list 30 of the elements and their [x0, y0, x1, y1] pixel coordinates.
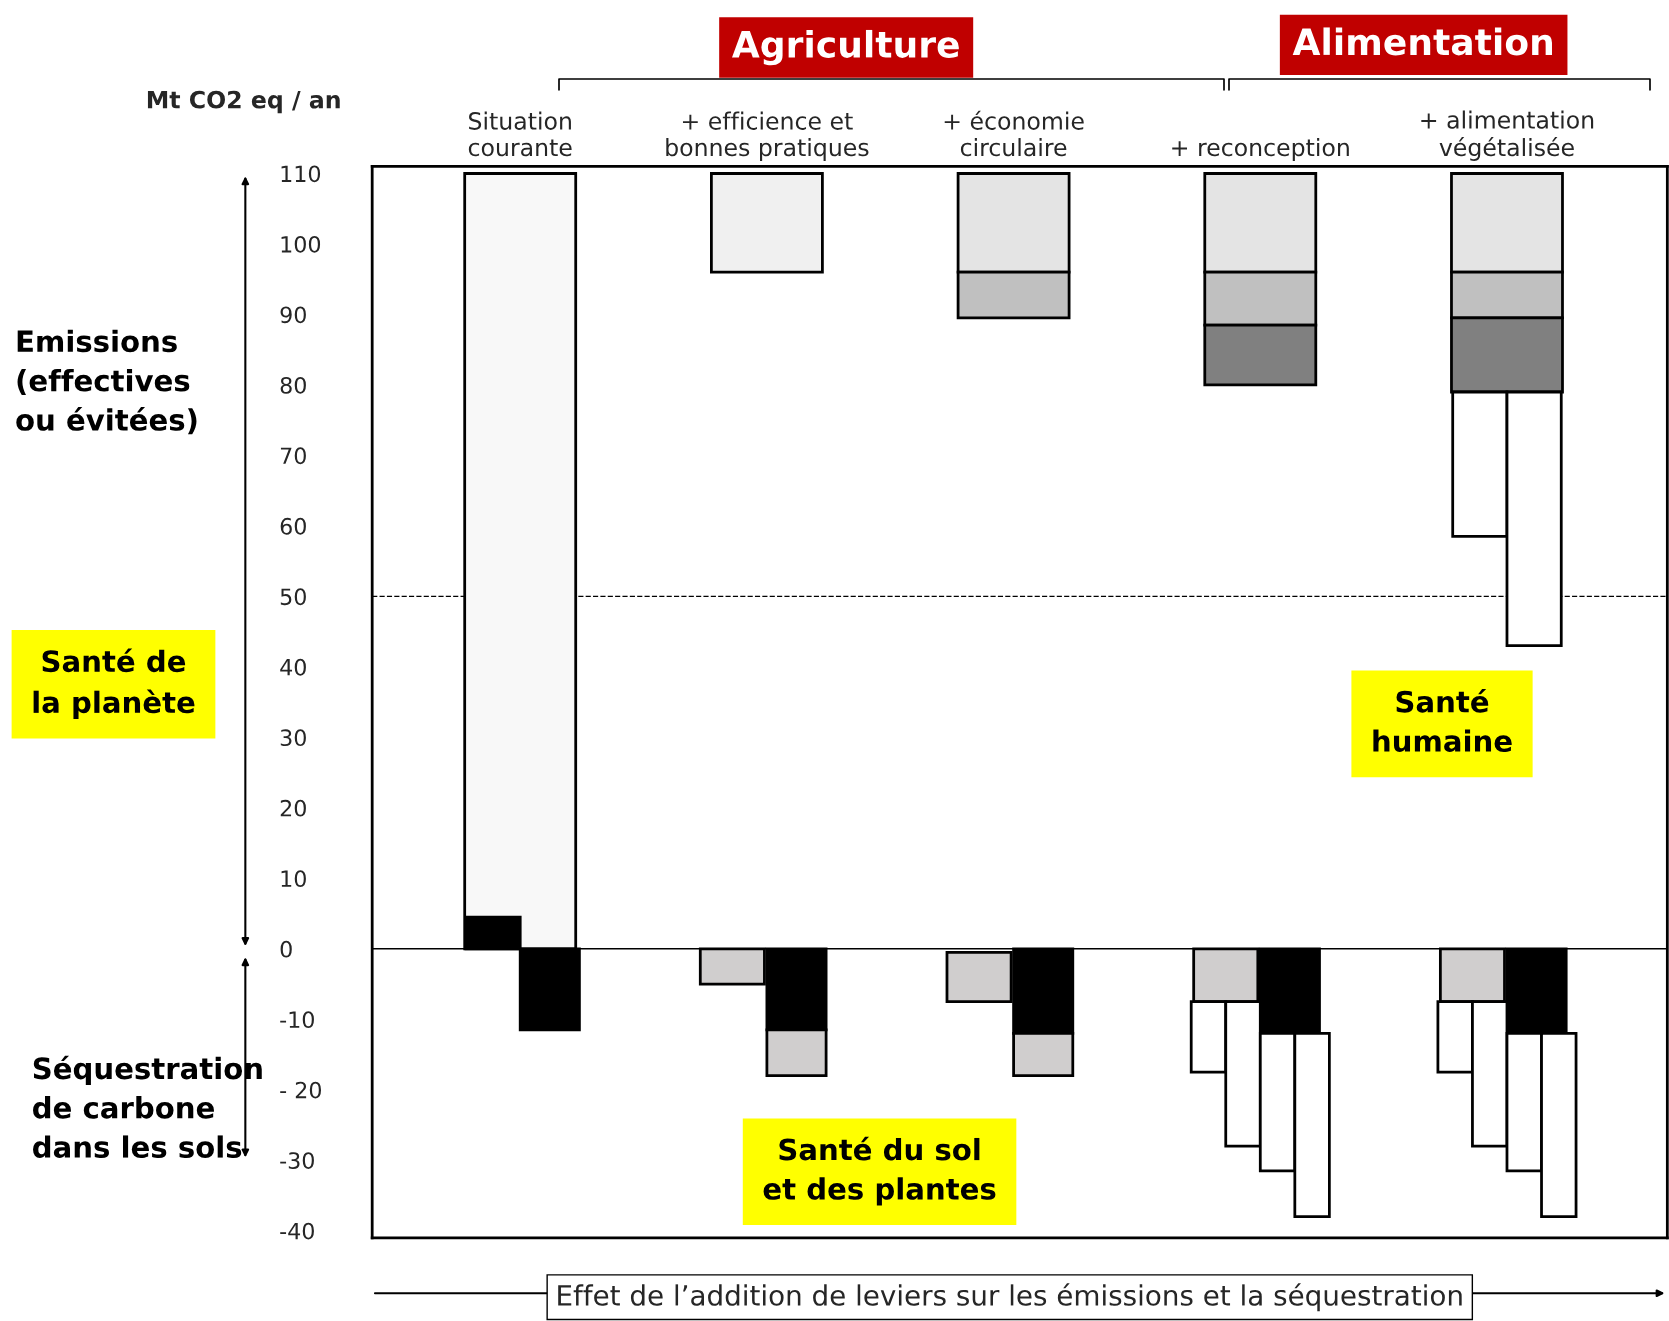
- y-tick-label: 100: [281, 235, 321, 253]
- annotation: Santé du sol et des plantes: [763, 1136, 996, 1206]
- y-tick-label: 90: [280, 306, 306, 324]
- y-axis-title: Mt CO2 eq / an: [147, 90, 340, 114]
- y-tick-label: 80: [280, 376, 306, 394]
- y-tick-label: -40: [280, 1222, 314, 1240]
- y-tick-label: 70: [280, 447, 306, 465]
- y-tick-label: - 20: [280, 1081, 322, 1099]
- y-tick-label: 10: [281, 870, 306, 888]
- text: Santé de la planète: [33, 648, 195, 719]
- y-tick-label: 20: [280, 799, 306, 817]
- y-tick-label: 0: [280, 940, 292, 958]
- y-tick-label: 30: [280, 729, 306, 747]
- y-tick-label: -10: [280, 1011, 314, 1029]
- text: Agriculture: [731, 29, 959, 66]
- y-tick-label: 50: [280, 588, 306, 606]
- annotation: Santé humaine: [1373, 688, 1512, 753]
- y-tick-label: 110: [281, 165, 321, 183]
- x-axis-title: Effet de l’addition de leviers sur les émissions et la séquestration: [558, 1283, 1462, 1312]
- x-tick-label: + économie circulaire: [944, 110, 1084, 157]
- x-tick-label: + reconception: [1172, 138, 1349, 161]
- text: Alimentation: [1292, 27, 1552, 56]
- y-tick-label: 40: [280, 658, 306, 676]
- y-tick-label: 60: [280, 517, 306, 535]
- x-tick-label: + efficience et bonnes pratiques: [666, 111, 869, 161]
- y-tick-label: -30: [280, 1152, 314, 1170]
- x-tick-label: Situation courante: [468, 111, 572, 157]
- bar: [710, 172, 824, 274]
- x-tick-label: + alimentation végétalisée: [1421, 110, 1594, 161]
- text: Emissions (effectives ou évitées): [16, 329, 197, 435]
